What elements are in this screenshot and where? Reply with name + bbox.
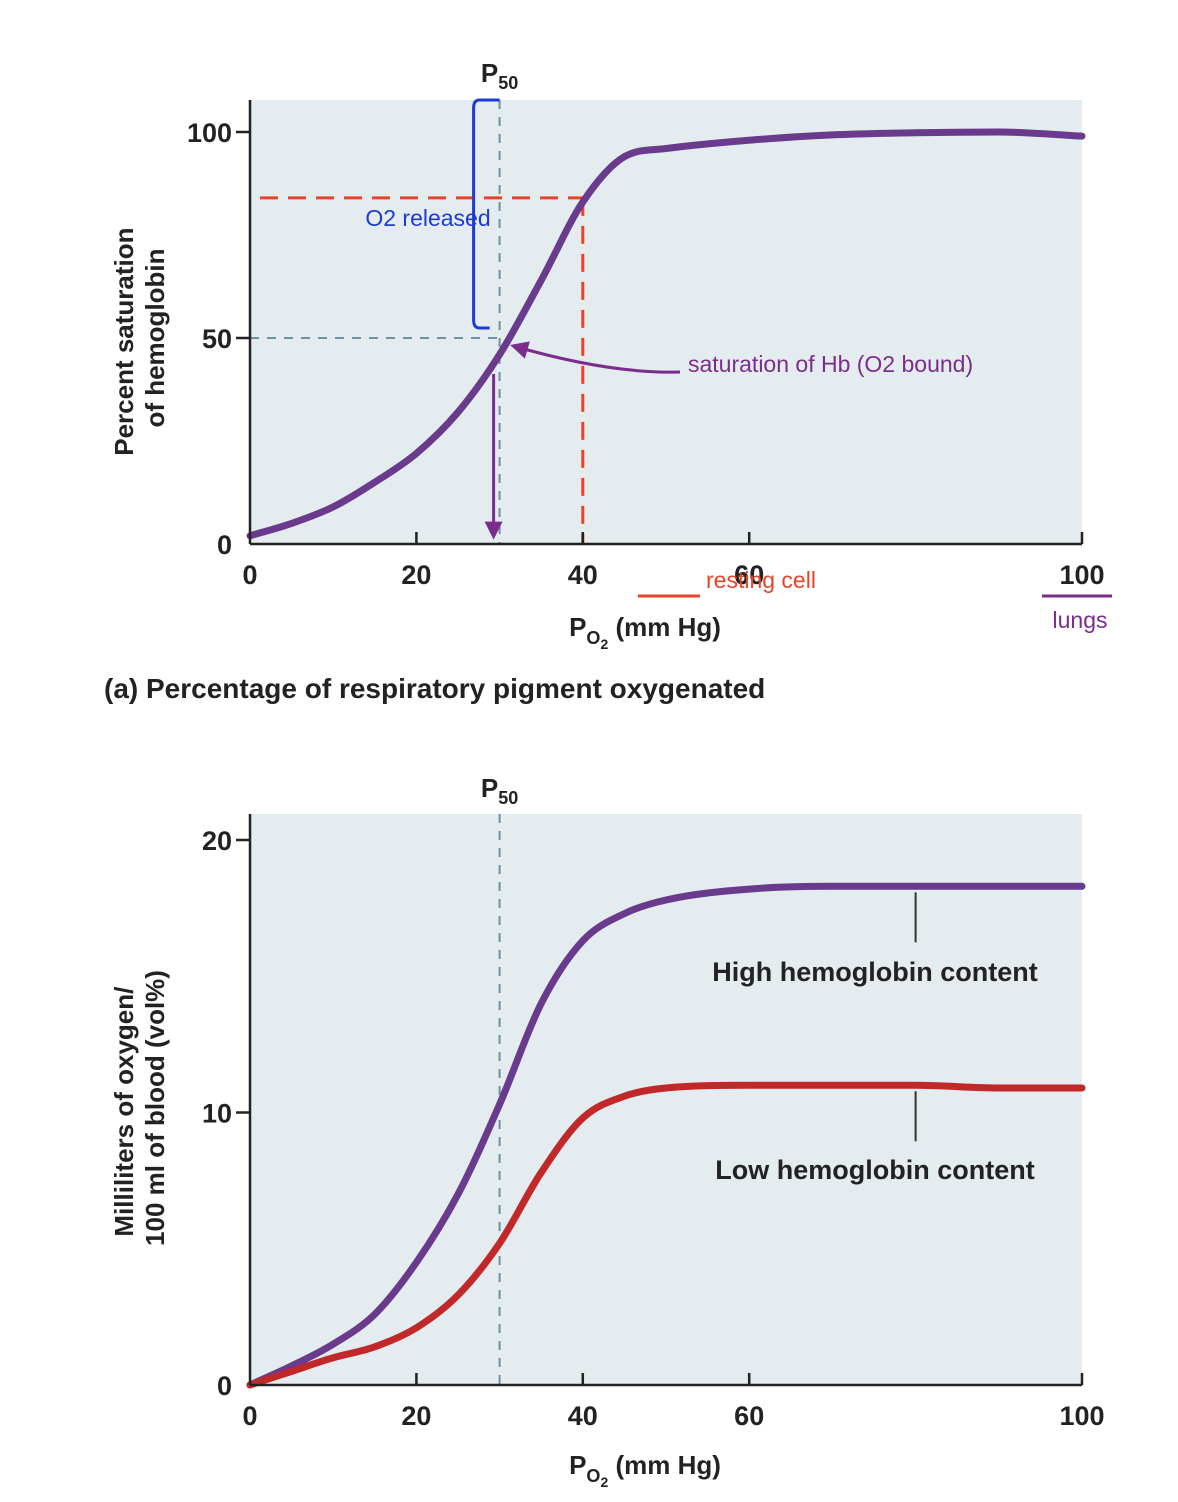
b-x-tick-label-2: 40 (568, 1401, 598, 1431)
a-x-tick-label-4: 100 (1059, 560, 1104, 590)
chart-b: 0 20 40 60 100 0 10 20 P50 High hemoglobin cont… (109, 773, 1105, 1490)
chart-a-lungs-label: lungs (1053, 607, 1108, 633)
chart-a-o2-released-label: O2 released (365, 205, 490, 231)
b-y-tick-label-0: 0 (217, 1371, 232, 1401)
b-y-tick-label-1: 10 (202, 1099, 232, 1129)
chart-a-saturation-label: saturation of Hb (O2 bound) (688, 351, 973, 377)
chart-a-p50-label: P50 (481, 58, 518, 93)
chart-a-resting-cell-label: resting cell (706, 567, 816, 593)
chart-a-plot-background (250, 100, 1082, 544)
chart-b-ticks: 0 20 40 60 100 0 10 20 (202, 826, 1105, 1431)
b-x-tick-label-4: 100 (1059, 1401, 1104, 1431)
a-y-tick-label-0: 0 (217, 530, 232, 560)
chart-b-x-axis-title: PO2 (mm Hg) (569, 1450, 721, 1490)
a-x-tick-label-2: 40 (568, 560, 598, 590)
b-x-tick-label-3: 60 (734, 1401, 764, 1431)
b-x-tick-label-1: 20 (401, 1401, 431, 1431)
chart-a-y-axis-title-line-2: of hemoglobin (140, 248, 170, 427)
b-x-tick-label-0: 0 (242, 1401, 257, 1431)
chart-a-guides (250, 100, 585, 544)
a-x-tick-label-0: 0 (242, 560, 257, 590)
chart-a-y-axis-title: Percent saturation of hemoglobin (109, 220, 170, 456)
chart-b-y-axis-title-line-1: Milliliters of oxygen/ (109, 987, 139, 1237)
chart-b-p50-label: P50 (481, 773, 518, 808)
chart-b-high-hemoglobin-curve (246, 882, 1086, 1389)
chart-b-plot-background (250, 814, 1082, 1385)
chart-a-saturation-curve (246, 128, 1086, 540)
a-x-tick-label-1: 20 (401, 560, 431, 590)
chart-b-low-hemoglobin-label: Low hemoglobin content (715, 1155, 1034, 1185)
chart-b-high-hemoglobin-label: High hemoglobin content (712, 957, 1037, 987)
chart-b-low-hemoglobin-curve (246, 1081, 1086, 1389)
chart-b-y-axis-title: Milliliters of oxygen/ 100 ml of blood (… (109, 970, 170, 1246)
a-x-tick-label-3: 60 (734, 560, 764, 590)
chart-a-y-axis-title-line-1: Percent saturation (109, 227, 139, 455)
a-y-tick-label-2: 100 (187, 118, 232, 148)
chart-a-caption: (a) Percentage of respiratory pigment ox… (104, 673, 765, 704)
a-y-tick-label-1: 50 (202, 324, 232, 354)
b-y-tick-label-2: 20 (202, 826, 232, 856)
chart-a-o2-released-bracket (472, 98, 500, 330)
chart-a-saturation-arrow (510, 341, 681, 374)
chart-b-y-axis-title-line-2: 100 ml of blood (vol%) (140, 970, 170, 1246)
chart-a-x-axis-title: PO2 (mm Hg) (569, 612, 721, 652)
chart-a-ticks: 0 20 40 60 100 0 50 100 (187, 118, 1105, 590)
chart-a: 0 20 40 60 100 0 50 100 P50 O2 released saturat… (104, 58, 1112, 704)
